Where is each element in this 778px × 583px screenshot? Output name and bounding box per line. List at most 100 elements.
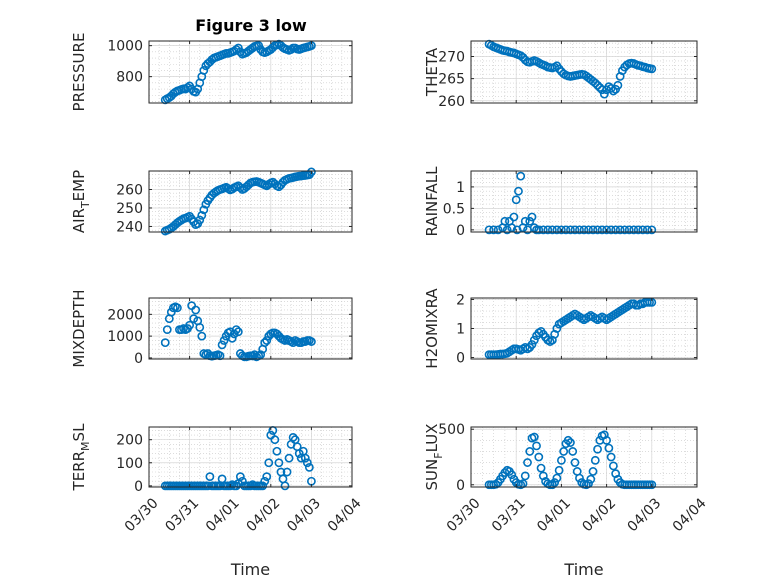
x-tick-label: 03/31: [489, 495, 529, 535]
data-point: [219, 336, 229, 345]
data-point: [205, 472, 215, 482]
data-point: [527, 212, 537, 222]
data-point: [620, 225, 630, 235]
subplot-air-temp: 240 250 260 AIRTEMP: [70, 167, 353, 236]
data-point: [615, 225, 625, 235]
data-point: [570, 458, 580, 467]
y-axis-label: SUNFLUX: [423, 424, 445, 491]
x-tick-label: 03/30: [122, 495, 162, 535]
data-point: [260, 338, 270, 348]
data-point: [536, 463, 546, 473]
data-point: [534, 452, 544, 462]
data-point: [590, 455, 600, 465]
y-tick-label: 100: [116, 456, 143, 472]
x-axis-label: Time: [563, 560, 603, 579]
data-point: [593, 80, 602, 90]
data-point: [516, 51, 526, 61]
data-point: [602, 225, 611, 235]
data-point: [235, 472, 245, 482]
data-point: [304, 462, 314, 472]
data-point: [493, 225, 503, 235]
data-point: [250, 350, 259, 360]
data-point: [262, 336, 272, 345]
data-point: [557, 225, 566, 235]
x-tick-label: 04/03: [284, 495, 324, 535]
data-point: [203, 481, 213, 491]
data-point: [260, 476, 270, 486]
x-tick-label: 04/01: [534, 495, 574, 535]
y-tick-label: 1: [456, 322, 465, 338]
data-point: [199, 66, 209, 75]
y-tick-label: 2000: [107, 307, 143, 323]
y-axis-label: MIXDEPTH: [70, 289, 88, 367]
data-point: [280, 481, 290, 491]
y-tick-label: 500: [438, 422, 465, 438]
data-point: [538, 225, 548, 235]
y-tick-label: 0.5: [443, 201, 465, 217]
data-point: [599, 89, 609, 99]
subplot-h2o-mix-ratio: 0 1 2 H2OMIXRA: [423, 288, 698, 369]
y-tick-label: 1000: [107, 39, 143, 55]
data-point: [217, 340, 227, 350]
data-point: [231, 481, 241, 491]
grid: [148, 427, 353, 487]
data-point: [624, 225, 634, 235]
data-point: [166, 307, 176, 317]
data-point: [557, 455, 566, 465]
subplot-terrain-msl: 0 100 200 03/30 03/31 04/01 04/02 04/03 04/04 Tim…: [70, 423, 365, 579]
y-tick-label: 265: [438, 72, 465, 88]
series-rainfall: [484, 171, 657, 235]
data-point: [264, 458, 274, 468]
x-tick-label: 04/04: [670, 495, 710, 535]
y-tick-label: 260: [438, 94, 465, 110]
series-sun-flux: [484, 430, 657, 490]
y-tick-label: 1000: [107, 329, 143, 345]
data-point: [235, 183, 245, 193]
data-point: [552, 225, 562, 235]
x-tick-label: 03/31: [162, 495, 202, 535]
y-tick-label: 2: [456, 292, 465, 308]
data-point: [191, 305, 201, 315]
data-point: [597, 225, 607, 235]
data-point: [288, 432, 298, 442]
data-point: [575, 473, 584, 483]
data-point: [270, 435, 280, 445]
y-tick-label: 0: [134, 351, 143, 367]
data-point: [302, 458, 312, 468]
y-axis-label: H2OMIXRA: [423, 288, 441, 369]
data-point: [529, 432, 539, 442]
data-point: [543, 225, 553, 235]
x-tick-label: 04/03: [625, 495, 665, 535]
data-point: [575, 225, 584, 235]
x-axis-label: Time: [230, 560, 270, 579]
axes-frame: [148, 40, 353, 104]
subplot-pressure: 800 1000 PRESSURE: [70, 33, 353, 111]
axes-frame: [148, 426, 353, 488]
grid: [148, 41, 353, 103]
axes-frame: [470, 170, 698, 233]
data-point: [514, 186, 523, 196]
data-point: [274, 458, 284, 468]
data-point: [282, 467, 292, 477]
y-tick-label: 240: [116, 219, 143, 235]
x-tick-label: 03/30: [444, 495, 484, 535]
grid: [148, 298, 353, 359]
series-mixdepth: [160, 301, 316, 362]
data-point: [593, 444, 602, 454]
data-point: [568, 447, 578, 456]
data-point: [550, 478, 560, 487]
data-point: [527, 340, 537, 349]
data-point: [525, 447, 535, 456]
series-h2o-mix-ratio: [484, 297, 657, 360]
subplot-rainfall: 0 0.5 1 RAINFALL: [423, 166, 698, 239]
data-point: [300, 453, 310, 463]
data-point: [516, 171, 526, 181]
data-point: [547, 225, 557, 235]
data-point: [597, 85, 607, 95]
data-point: [185, 320, 194, 330]
axes-frame: [148, 297, 353, 360]
data-point: [183, 83, 192, 92]
data-point: [525, 216, 535, 226]
